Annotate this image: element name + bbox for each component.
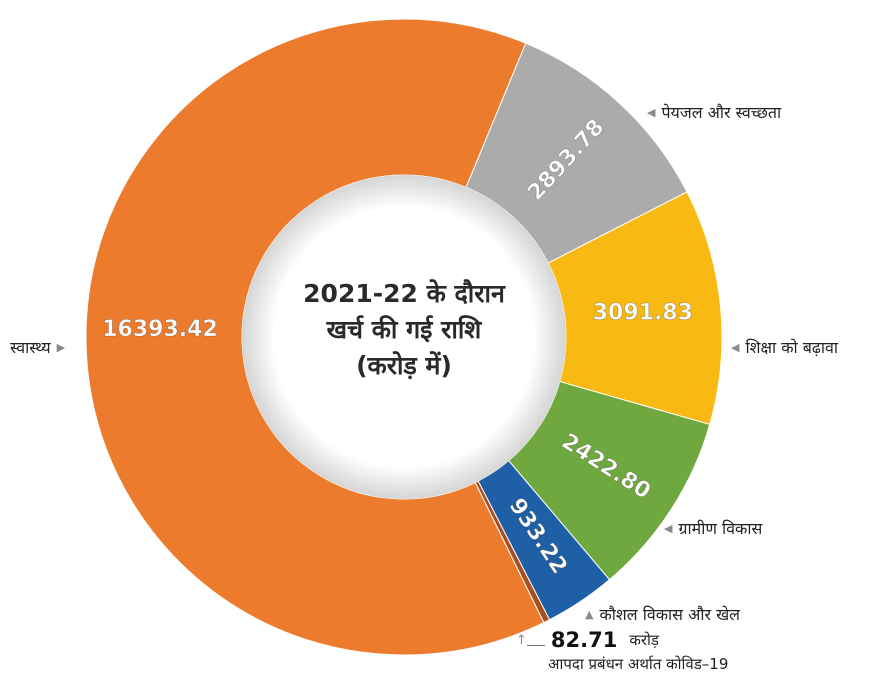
category-name: पेयजल और स्वच्छता: [661, 103, 782, 122]
category-name: स्वास्थ्य: [10, 338, 51, 357]
chart-title: 2021-22 के दौरान खर्च की गई राशि (करोड़ …: [288, 276, 520, 384]
category-label-rural-development: ◀ ग्रामीण विकास: [664, 517, 762, 539]
corner-arrow-icon: ↑: [516, 632, 527, 648]
category-name: शिक्षा को बढ़ावा: [745, 338, 839, 357]
small-slice-note: ↑ 82.71 करोड़ आपदा प्रबंधन अर्थात कोविड–…: [516, 628, 728, 674]
donut-hole: [242, 175, 566, 499]
note-unit: करोड़: [629, 631, 659, 649]
chart-title-line-3: (करोड़ में): [356, 351, 452, 380]
category-label-health: स्वास्थ्य ▶: [10, 336, 65, 358]
category-name: ग्रामीण विकास: [678, 519, 763, 538]
note-value: 82.71: [550, 628, 618, 652]
pointer-left-icon: ◀: [731, 340, 740, 354]
chart-title-line-2: खर्च की गई राशि: [326, 315, 482, 344]
slice-value-label: 3091.83: [593, 301, 693, 326]
category-label-skill-sports: ▲ कौशल विकास और खेल: [585, 603, 740, 625]
category-label-water-sanitation: ◀ पेयजल और स्वच्छता: [647, 101, 781, 123]
category-name: कौशल विकास और खेल: [599, 605, 741, 624]
pointer-up-icon: ▲: [585, 607, 594, 621]
connector-line: [526, 644, 545, 646]
pointer-right-icon: ▶: [56, 340, 66, 354]
category-label-education: ◀ शिक्षा को बढ़ावा: [731, 336, 838, 358]
pointer-left-icon: ◀: [647, 105, 656, 119]
slice-value-label: 16393.42: [102, 317, 218, 342]
chart-title-line-1: 2021-22 के दौरान: [303, 279, 505, 308]
pointer-left-icon: ◀: [664, 521, 673, 535]
note-text: आपदा प्रबंधन अर्थात कोविड–19: [548, 655, 729, 673]
